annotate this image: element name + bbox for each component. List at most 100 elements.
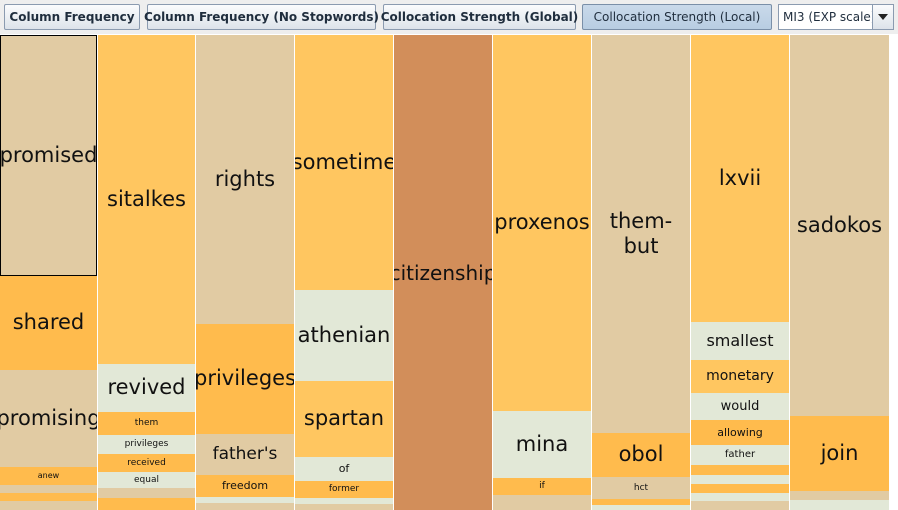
word-label: received [127, 457, 166, 468]
word-cell[interactable]: hct [592, 477, 690, 499]
word-label: hct [633, 482, 649, 493]
word-label: equal [134, 474, 159, 485]
treemap-column-2: sitalkes revived them privileges received equ… [98, 35, 195, 510]
word-label: freedom [221, 479, 269, 493]
word-cell-small[interactable] [493, 495, 591, 510]
word-cell[interactable]: mina [493, 411, 591, 478]
word-cell[interactable]: sitalkes [98, 35, 195, 364]
treemap-column-9: sadokos join [790, 35, 889, 510]
word-cell-small[interactable] [790, 500, 889, 510]
word-label: spartan [303, 406, 385, 431]
word-label: smallest [706, 331, 774, 351]
word-cell[interactable]: father's [196, 434, 294, 475]
word-cell[interactable]: sadokos [790, 35, 889, 416]
word-label: sadokos [796, 212, 883, 237]
word-label: sitalkes [107, 186, 186, 211]
word-cell[interactable]: them- but [592, 35, 690, 433]
word-cell[interactable]: of [295, 457, 393, 481]
word-cell-small[interactable] [196, 503, 294, 510]
column-frequency-no-stopwords-button[interactable]: Column Frequency (No Stopwords) [144, 4, 379, 30]
word-cell[interactable]: sometime [295, 35, 393, 290]
collocation-strength-global-button[interactable]: Collocation Strength (Global) [381, 4, 578, 30]
word-label: lxvii [718, 165, 762, 190]
word-cell[interactable]: privileges [196, 324, 294, 434]
word-cell[interactable]: anew [0, 467, 97, 485]
word-cell[interactable]: father [691, 445, 789, 465]
word-cell-small[interactable] [790, 491, 889, 500]
word-cell-small[interactable] [691, 484, 789, 493]
treemap-column-6: proxenos mina if [493, 35, 591, 510]
word-cell[interactable]: monetary [691, 360, 789, 393]
word-label: revived [107, 375, 186, 400]
word-cell[interactable]: freedom [196, 475, 294, 497]
treemap-column-4: sometime athenian spartan of former [295, 35, 393, 510]
word-label: former [328, 484, 360, 495]
word-cell[interactable]: received [98, 454, 195, 472]
word-label: promising [0, 405, 97, 430]
word-cell[interactable]: promised [0, 35, 97, 276]
word-cell[interactable]: if [493, 478, 591, 495]
treemap-column-5: citizenship [394, 35, 492, 510]
word-cell[interactable]: revived [98, 364, 195, 412]
treemap-column-3: rights privileges father's freedom [196, 35, 294, 510]
treemap-column-1: promised shared promising anew [0, 35, 97, 510]
word-cell-small[interactable] [691, 475, 789, 484]
word-cell[interactable]: obol [592, 433, 690, 477]
word-label: anew [37, 471, 60, 481]
word-label: promised [0, 142, 97, 167]
word-cell[interactable]: athenian [295, 290, 393, 381]
word-label: rights [214, 166, 276, 191]
word-label: mina [515, 431, 569, 456]
word-cell-small[interactable] [691, 501, 789, 510]
scale-select-value: MI3 (EXP scale) [783, 10, 872, 24]
scale-select[interactable]: MI3 (EXP scale) [778, 4, 894, 30]
word-cell[interactable]: promising [0, 370, 97, 467]
word-cell[interactable]: equal [98, 472, 195, 488]
collocation-strength-local-button[interactable]: Collocation Strength (Local) [582, 4, 772, 30]
word-label: father's [212, 444, 278, 465]
word-label: athenian [297, 322, 391, 347]
word-label: them- but [609, 208, 673, 258]
word-cell-small[interactable] [295, 504, 393, 510]
word-cell-small[interactable] [98, 498, 195, 510]
word-label: shared [12, 310, 85, 335]
column-frequency-button[interactable]: Column Frequency [4, 4, 140, 30]
word-cell[interactable]: allowing [691, 420, 789, 445]
word-cell-small[interactable] [0, 485, 97, 493]
word-cell[interactable]: former [295, 481, 393, 498]
word-cell-small[interactable] [592, 505, 690, 510]
word-cell-small[interactable] [691, 465, 789, 475]
word-cell-small[interactable] [0, 501, 97, 510]
word-cell[interactable]: rights [196, 35, 294, 324]
word-label: monetary [706, 368, 774, 385]
word-label: sometime [295, 149, 393, 174]
word-cell[interactable]: join [790, 416, 889, 491]
word-label: of [338, 462, 350, 476]
word-cell[interactable]: them [98, 412, 195, 435]
word-cell-small[interactable] [295, 498, 393, 504]
word-cell-small[interactable] [98, 488, 195, 498]
treemap-column-8: lxvii smallest monetary would allowing father [691, 35, 789, 510]
word-frequency-treemap: promised shared promising anew sitalkes reviv… [0, 35, 898, 510]
word-label: them [134, 418, 159, 429]
word-cell-small[interactable] [691, 493, 789, 501]
word-label: proxenos [494, 210, 590, 235]
word-cell[interactable]: lxvii [691, 35, 789, 322]
word-cell[interactable]: proxenos [493, 35, 591, 411]
word-cell[interactable]: shared [0, 276, 97, 370]
word-label: allowing [717, 425, 763, 439]
word-label: join [820, 440, 859, 465]
word-cell[interactable]: spartan [295, 381, 393, 457]
word-cell-small[interactable] [0, 493, 97, 501]
word-cell[interactable]: privileges [98, 435, 195, 454]
word-cell[interactable]: would [691, 393, 789, 420]
word-label: obol [618, 442, 664, 467]
dropdown-arrow-icon[interactable] [872, 5, 893, 29]
word-label: if [539, 481, 545, 492]
word-label: father [724, 449, 756, 460]
word-cell-small[interactable] [592, 499, 690, 505]
word-label: citizenship [394, 260, 492, 285]
word-cell[interactable]: smallest [691, 322, 789, 360]
word-cell-small[interactable] [196, 497, 294, 503]
word-cell[interactable]: citizenship [394, 35, 492, 510]
